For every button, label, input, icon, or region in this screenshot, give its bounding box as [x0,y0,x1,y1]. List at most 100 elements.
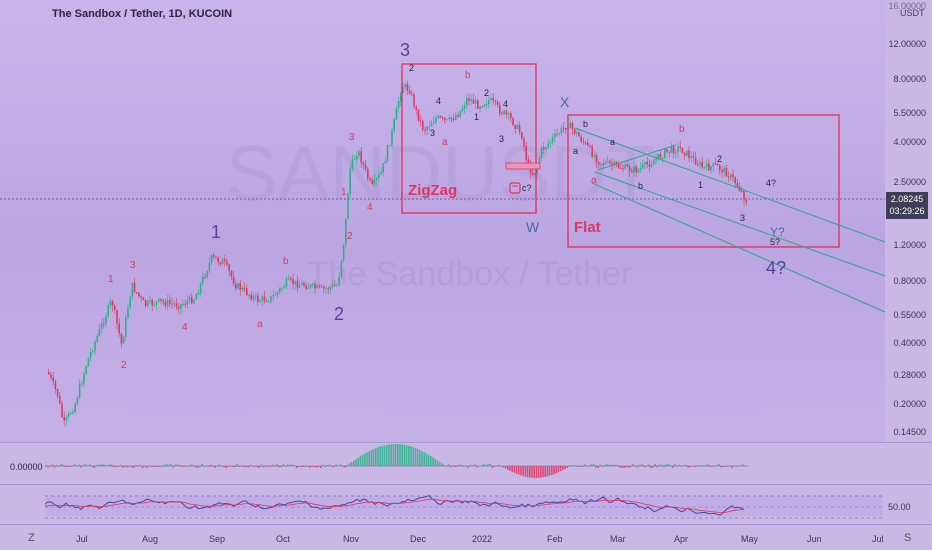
candle-body [494,100,497,102]
oscillator-bar [419,449,421,466]
candle-body [653,160,655,165]
candle-body [648,164,651,167]
candle-body [408,90,411,94]
oscillator-bar [696,465,698,467]
dark-wave-a: a [573,146,578,156]
candle-body [613,161,615,166]
oscillator-bar [465,465,467,467]
settings-icon[interactable]: S [904,532,912,544]
oscillator-bar [199,466,201,467]
time-tick: Apr [674,534,689,544]
zigzag-box[interactable] [401,63,537,214]
candle-body [373,179,376,184]
oscillator-bar [172,466,175,468]
dark-wave-2c: 2 [717,154,722,164]
candle-body [413,94,415,107]
oscillator-bar [185,465,188,467]
candle-body [116,310,118,324]
candle-body [103,323,105,325]
oscillator-bar [735,466,738,467]
candle-body [325,288,327,290]
channel-line-upper[interactable] [597,144,677,171]
oscillator-bar [53,466,56,468]
oscillator-bar [368,451,370,466]
oscillator-bar [416,448,419,466]
candle-body [298,284,301,288]
oscillator-histogram [45,444,747,478]
main-chart-area[interactable] [0,0,885,442]
candle-body [367,168,369,179]
oscillator-bar [348,463,351,466]
oscillator-bar [113,466,115,468]
candle-body [463,105,466,109]
oscillator-bar [192,464,194,466]
panel-separator-main[interactable] [0,442,932,443]
wave-label-2: 2 [334,304,344,324]
oscillator-bar [458,464,461,466]
candle-body [496,101,499,105]
candle-body [353,159,356,161]
candle-body [140,296,142,298]
panel-separator-rsi[interactable] [0,524,932,525]
oscillator-bar [612,464,615,466]
candle-body [329,287,332,290]
candle-body [514,124,516,130]
channel-line-top[interactable] [574,127,886,243]
oscillator-bar [258,466,260,468]
timezone-icon[interactable]: Z [28,532,35,544]
oscillator-bar [401,444,403,466]
candle-body [488,100,490,105]
candle-body [210,254,213,263]
candle-body [272,295,274,297]
candle-body [499,104,501,114]
candle-body [428,126,431,128]
channel-line-bottom[interactable] [591,182,886,313]
zigzag-small-highlight [505,162,541,170]
oscillator-bar [177,464,179,466]
oscillator-bar [608,464,610,466]
oscillator-bar [518,466,520,475]
candle-body [703,166,706,168]
panel-separator-osc[interactable] [0,484,932,485]
oscillator-bar [122,466,124,468]
wave-label-yq: Y? [770,225,785,239]
candle-body [232,276,235,285]
oscillator-bar [339,464,342,466]
channel-line-mid[interactable] [594,171,886,277]
candle-body [543,147,545,150]
oscillator-bar [720,466,722,468]
oscillator-bar [474,464,476,466]
price-tick: 8.00000 [893,74,926,84]
candle-body [510,113,512,119]
candle-body [659,153,662,158]
oscillator-bar [610,464,612,466]
current-price-tag: 2.08245 03:29:26 [886,192,928,219]
oscillator-bar [289,464,291,466]
oscillator-bar [370,450,373,466]
candle-body [72,411,74,414]
candle-body [578,132,580,137]
candle-body [571,122,574,129]
candle-body [617,164,620,168]
candle-body [688,150,690,158]
oscillator-bar [262,466,265,468]
candle-body [615,161,618,165]
oscillator-bar [344,466,346,468]
candle-body [455,115,457,120]
dark-wave-2b: 2 [484,88,489,98]
candle-body [714,163,717,165]
price-label-top-partial: 16.00000 [888,1,926,11]
rsi-level-label: 50.00 [888,502,911,512]
symbol-title[interactable]: The Sandbox / Tether, 1D, KUCOIN [52,8,233,20]
flat-box[interactable] [567,114,840,248]
candle-body [307,287,310,290]
oscillator-bar [661,464,663,466]
candle-body [318,285,321,287]
dark-wave-cq: c? [522,183,532,193]
red-wave-a2: a [442,137,448,148]
candle-body [433,122,435,124]
candle-body [606,160,609,163]
oscillator-bar [491,466,494,468]
